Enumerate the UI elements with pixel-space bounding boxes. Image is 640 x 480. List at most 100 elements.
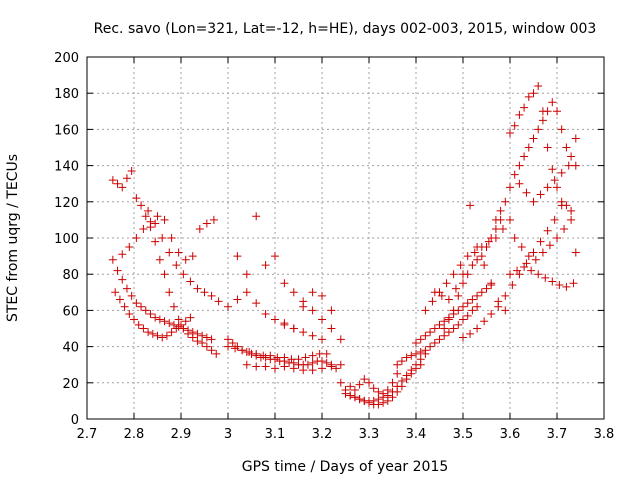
series-arc-5 xyxy=(144,206,223,306)
data-point xyxy=(543,143,552,152)
data-point xyxy=(517,243,526,252)
data-point xyxy=(120,302,129,311)
data-point xyxy=(468,295,477,304)
data-point xyxy=(501,197,510,206)
data-point xyxy=(402,371,411,380)
x-tick-label: 3.1 xyxy=(265,427,286,442)
series-arc-17 xyxy=(421,215,514,315)
data-point xyxy=(214,297,223,306)
data-point xyxy=(151,219,160,228)
data-point xyxy=(242,360,251,369)
data-point xyxy=(412,338,420,347)
data-point xyxy=(487,234,496,242)
data-point xyxy=(402,353,411,362)
data-point xyxy=(534,125,543,134)
data-point xyxy=(134,320,143,329)
data-point xyxy=(515,179,524,188)
data-point xyxy=(567,206,576,215)
data-point xyxy=(144,206,153,215)
data-point xyxy=(125,243,134,252)
data-point xyxy=(261,261,270,270)
data-point xyxy=(477,252,486,261)
data-point xyxy=(162,331,171,340)
data-point xyxy=(379,389,388,398)
series-arc-7 xyxy=(224,342,331,364)
data-point xyxy=(468,306,477,315)
data-point xyxy=(543,183,552,192)
data-point xyxy=(426,328,435,337)
series-arc-23 xyxy=(506,262,578,291)
data-point xyxy=(271,364,279,373)
data-point xyxy=(430,338,439,347)
data-point xyxy=(534,270,543,279)
x-axis-label: GPS time / Days of year 2015 xyxy=(242,459,449,475)
data-point xyxy=(550,215,559,224)
y-tick-label: 40 xyxy=(62,341,79,356)
data-point xyxy=(179,270,188,279)
data-point xyxy=(560,224,569,233)
data-markers xyxy=(108,81,580,409)
series-arc-2 xyxy=(108,255,216,344)
data-point xyxy=(374,395,383,404)
data-point xyxy=(224,342,232,351)
data-point xyxy=(355,395,364,404)
data-point xyxy=(428,297,437,306)
data-point xyxy=(165,288,174,297)
data-point xyxy=(444,295,453,304)
data-point xyxy=(158,333,167,342)
data-point xyxy=(122,284,131,293)
data-point xyxy=(113,266,122,275)
data-point xyxy=(496,206,505,215)
data-point xyxy=(318,335,326,344)
data-point xyxy=(534,81,543,90)
data-point xyxy=(506,129,514,138)
data-point xyxy=(271,315,279,324)
data-point xyxy=(510,121,519,130)
data-point xyxy=(510,234,519,242)
data-point xyxy=(470,248,479,257)
data-point xyxy=(160,317,169,326)
data-point xyxy=(550,176,559,185)
data-point xyxy=(440,324,449,333)
data-point xyxy=(118,275,127,284)
data-point xyxy=(416,348,425,357)
data-point xyxy=(132,194,141,203)
data-point xyxy=(555,281,564,290)
data-point xyxy=(207,335,216,344)
data-point xyxy=(564,161,573,170)
data-point xyxy=(141,212,150,221)
y-axis-label: STEC from uqrg / TECUs xyxy=(5,154,21,322)
data-point xyxy=(557,168,566,177)
data-point xyxy=(553,107,561,116)
data-point xyxy=(571,161,580,170)
data-point xyxy=(388,387,397,396)
data-point xyxy=(435,335,444,344)
y-tick-label: 0 xyxy=(71,413,79,428)
data-point xyxy=(233,295,242,304)
data-point xyxy=(538,116,547,125)
data-point xyxy=(280,353,289,362)
data-point xyxy=(111,288,120,297)
series-arc-24 xyxy=(510,215,580,264)
series-arc-19 xyxy=(430,201,510,315)
data-point xyxy=(536,190,545,199)
data-point xyxy=(144,328,153,337)
data-point xyxy=(501,306,510,315)
data-point xyxy=(332,364,341,373)
data-point xyxy=(242,288,251,297)
x-tick-label: 3.3 xyxy=(359,427,380,442)
data-point xyxy=(151,313,160,322)
x-tick-label: 3.6 xyxy=(500,427,521,442)
data-point xyxy=(557,125,566,134)
data-point xyxy=(567,215,576,224)
data-point xyxy=(318,291,326,300)
data-point xyxy=(308,366,317,375)
data-point xyxy=(543,226,552,235)
series-arc-13 xyxy=(341,349,430,405)
data-point xyxy=(151,237,160,246)
data-point xyxy=(473,255,482,264)
data-point xyxy=(529,89,538,98)
data-point xyxy=(158,234,167,242)
